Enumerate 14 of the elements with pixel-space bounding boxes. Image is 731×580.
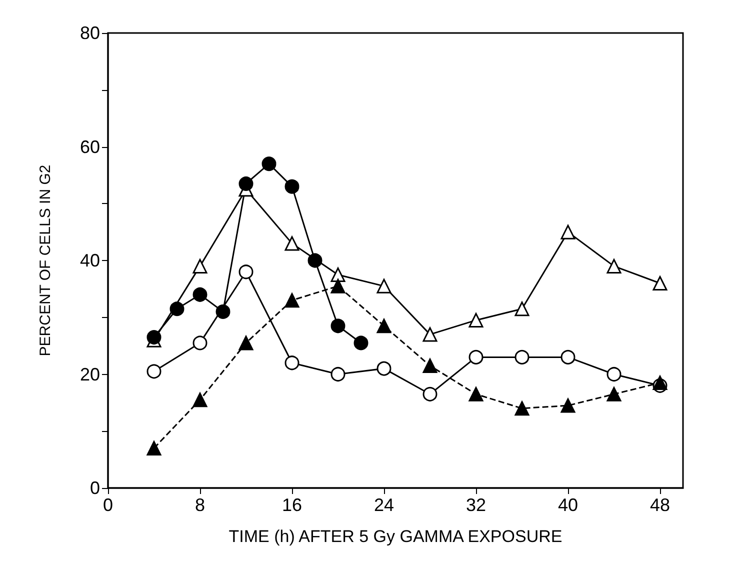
x-tick-label: 16	[282, 495, 302, 515]
y-axis-title: PERCENT OF CELLS IN G2	[37, 164, 54, 356]
x-tick-label: 0	[102, 495, 114, 515]
x-tick-label: 48	[650, 495, 670, 515]
y-tick-label: 20	[80, 364, 100, 384]
y-tick-label: 60	[80, 136, 100, 157]
y-tick-label: 80	[80, 23, 100, 43]
x-tick-label: 40	[558, 495, 578, 515]
y-tick-label: 40	[80, 250, 100, 270]
y-tick-label: 0	[90, 478, 100, 498]
x-tick-label: 24	[374, 495, 394, 515]
x-tick-label: 32	[466, 495, 486, 515]
x-tick-label: 8	[194, 495, 206, 515]
x-axis-title: TIME (h) AFTER 5 Gy GAMMA EXPOSURE	[228, 527, 562, 546]
